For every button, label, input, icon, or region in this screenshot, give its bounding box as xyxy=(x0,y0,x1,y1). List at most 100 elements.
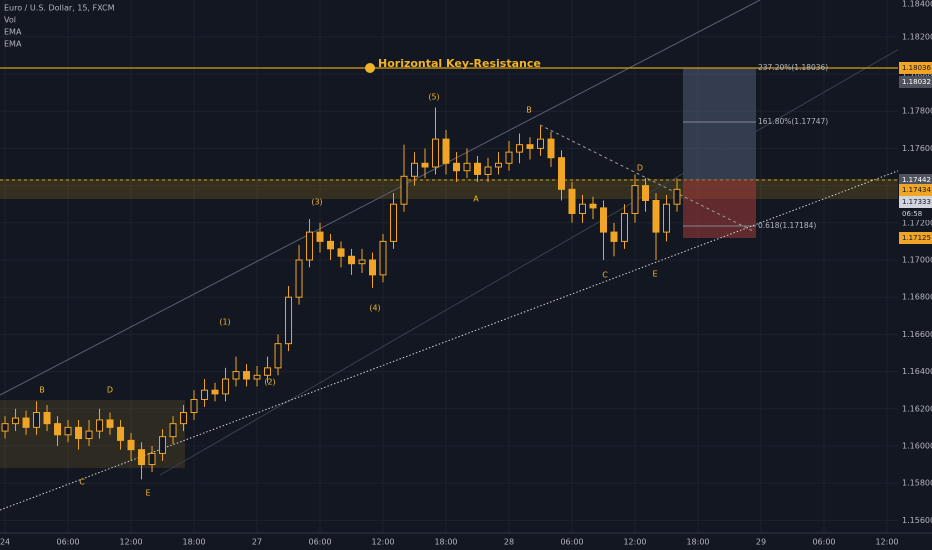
y-tick-label: 1.16000 xyxy=(902,441,932,450)
candle-body xyxy=(243,371,251,380)
candle-body xyxy=(453,162,461,172)
wave-line xyxy=(539,124,756,233)
candle-body xyxy=(106,419,114,428)
price-tag xyxy=(899,184,932,196)
candle-body xyxy=(75,426,83,440)
candle-body xyxy=(589,203,597,209)
y-tick-label: 1.16600 xyxy=(902,330,932,339)
price-tag-label: 1.17434 xyxy=(902,186,931,194)
candle-body xyxy=(505,151,513,164)
y-tick-label: 1.18200 xyxy=(902,32,932,41)
candle-body xyxy=(138,449,146,466)
x-tick-label: 12:00 xyxy=(875,538,898,547)
candle-body xyxy=(620,212,628,242)
candle-body xyxy=(211,389,219,395)
candle-body xyxy=(369,259,377,276)
price-tag xyxy=(899,196,932,208)
candle-body xyxy=(295,259,303,298)
zone-key xyxy=(0,179,898,199)
x-tick-label: 29 xyxy=(756,538,766,547)
candle-body xyxy=(85,430,93,440)
candle-body xyxy=(232,371,240,380)
candle-body xyxy=(474,162,482,175)
wave-label: E xyxy=(145,489,150,498)
wave-label: A xyxy=(473,195,479,204)
candle-body xyxy=(12,417,20,425)
price-tag-label: 06:58 xyxy=(902,210,922,218)
price-tag-label: 1.17442 xyxy=(902,176,931,184)
candle-body xyxy=(201,389,209,400)
candle-body xyxy=(337,248,345,257)
indicator: EMA xyxy=(4,28,22,37)
fib-label: 161.80%(1.17747) xyxy=(758,117,828,126)
x-tick-label: 06:00 xyxy=(560,538,583,547)
candle-body xyxy=(652,199,660,233)
candle-body xyxy=(526,144,534,149)
x-tick-label: 18:00 xyxy=(182,538,205,547)
candle-body xyxy=(148,452,156,466)
fib-label: 0.618(1.17184) xyxy=(758,221,816,230)
candle-body xyxy=(537,138,545,149)
target-box xyxy=(683,68,756,180)
candle-body xyxy=(400,175,408,205)
candle-body xyxy=(432,138,440,168)
candle-body xyxy=(64,426,72,436)
y-tick-label: 1.18000 xyxy=(902,70,932,79)
candle-body xyxy=(274,343,282,369)
candle-body xyxy=(673,188,681,205)
price-tag-label: 1.17333 xyxy=(902,198,931,206)
wave-label: (4) xyxy=(369,304,380,313)
candle-body xyxy=(327,240,335,250)
candle-body xyxy=(516,144,524,153)
candle-body xyxy=(180,411,188,425)
trendline xyxy=(0,157,932,511)
candle-body xyxy=(421,162,429,168)
candle-body xyxy=(127,439,135,451)
price-tag-label: 1.17125 xyxy=(902,234,931,242)
candle-body xyxy=(631,185,639,214)
x-tick-label: 12:00 xyxy=(623,538,646,547)
x-tick-label: 28 xyxy=(504,538,514,547)
wave-label: B xyxy=(39,386,45,395)
candle-body xyxy=(43,411,51,425)
candle-body xyxy=(33,411,41,428)
price-tag xyxy=(899,174,932,186)
y-tick-label: 1.17200 xyxy=(902,218,932,227)
y-tick-label: 1.17000 xyxy=(902,255,932,264)
candle-body xyxy=(379,240,387,276)
price-tag xyxy=(899,208,932,220)
wave-label: (2) xyxy=(264,378,275,387)
candle-body xyxy=(411,162,419,177)
wave-label: D xyxy=(107,386,113,395)
wave-label: C xyxy=(79,478,85,487)
candle-body xyxy=(169,423,177,438)
candle-body xyxy=(348,255,356,265)
candle-body xyxy=(222,378,230,395)
candle-body xyxy=(358,259,366,265)
y-tick-label: 1.16400 xyxy=(902,367,932,376)
wave-label: B xyxy=(526,106,532,115)
wave-label: (1) xyxy=(219,318,230,327)
candle-body xyxy=(253,374,261,380)
channel-upper xyxy=(0,0,761,396)
candle-body xyxy=(54,423,62,436)
candle-body xyxy=(96,419,104,432)
fib-label: 237.20%(1.18036) xyxy=(758,63,828,72)
candle-body xyxy=(190,398,198,413)
y-tick-label: 1.17800 xyxy=(902,107,932,116)
y-tick-label: 1.15600 xyxy=(902,516,932,525)
candle-body xyxy=(22,417,30,428)
candle-body xyxy=(442,138,450,164)
candle-body xyxy=(484,166,492,175)
y-tick-label: 1.16200 xyxy=(902,404,932,413)
y-tick-label: 1.17600 xyxy=(902,144,932,153)
price-tag-label: 1.18036 xyxy=(902,64,931,72)
wave-label: E xyxy=(652,270,657,279)
wave-label: C xyxy=(602,271,608,280)
y-tick-label: 1.18400 xyxy=(902,0,932,9)
indicator: Vol xyxy=(4,16,16,25)
header-title: Euro / U.S. Dollar, 15, FXCM xyxy=(4,4,115,13)
candle-body xyxy=(463,162,471,172)
candle-body xyxy=(547,138,555,159)
